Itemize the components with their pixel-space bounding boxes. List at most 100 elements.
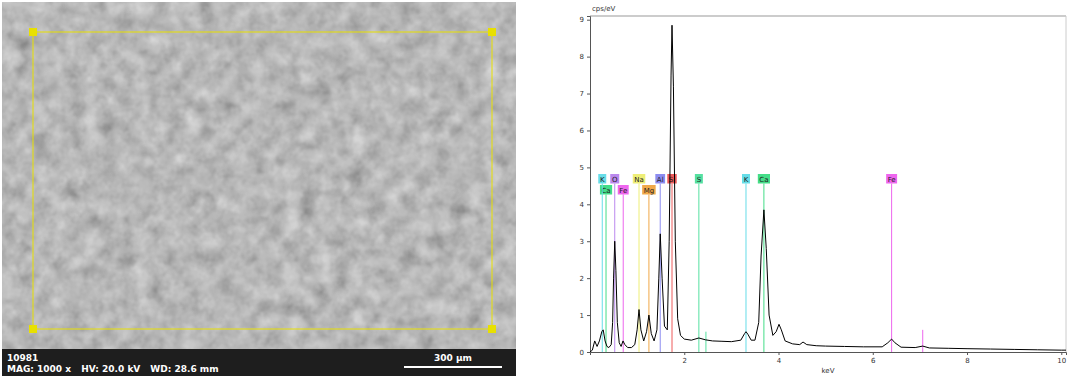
spectrum-ground (530, 2, 1069, 376)
marker-labels: KCaOFeNaMgAlSiSKCaFe (598, 174, 897, 195)
selection-handle (488, 28, 496, 36)
marker-line (672, 184, 673, 353)
image-id: 10981 (7, 353, 38, 363)
y-tick: 7 (580, 90, 590, 98)
scale-bar-label: 300 µm (434, 353, 472, 363)
y-tick-mark (587, 204, 590, 205)
y-tick: 6 (580, 127, 590, 135)
y-tick-label: 5 (580, 164, 584, 172)
x-tick: 2 (683, 352, 687, 365)
y-tick-mark (587, 94, 590, 95)
x-tick-label: 2 (683, 357, 687, 365)
x-tick: 6 (871, 352, 876, 365)
info-bar (2, 349, 516, 376)
y-tick-label: 1 (580, 312, 584, 320)
marker-line (763, 184, 764, 353)
frame-top (590, 16, 1066, 17)
y-tick-label: 3 (580, 238, 584, 246)
y-tick-label: 9 (580, 16, 584, 24)
x-tick-mark (1061, 352, 1062, 355)
x-tick: 8 (965, 352, 969, 365)
figure: 10981MAG: 1000 xHV: 20.0 kVWD: 28.6 mm30… (0, 0, 1071, 378)
spectrum-panel: 2468100123456789cps/eVkeVKCaOFeNaMgAlSiS… (530, 2, 1069, 376)
image-hv: HV: 20.0 kV (81, 364, 140, 374)
marker-label: Ca (759, 176, 768, 184)
y-tick: 3 (580, 238, 590, 246)
x-tick-label: 8 (965, 357, 969, 365)
minor-line (705, 332, 706, 352)
y-tick-label: 2 (580, 275, 584, 283)
micrograph-panel: 10981MAG: 1000 x HV: 20.0 kV WD: 28.6 mm 30… (2, 2, 516, 376)
x-tick-mark (967, 352, 968, 355)
marker-label: Mg (644, 187, 654, 195)
y-tick: 5 (580, 164, 590, 172)
y-tick: 1 (580, 312, 590, 320)
marker-label-box (695, 174, 703, 184)
selection-handle (488, 325, 496, 333)
marker-label-box (655, 174, 665, 184)
marker-label: K (600, 176, 605, 184)
marker-label: Al (657, 176, 664, 184)
micrograph-texture (2, 2, 516, 376)
plot-area (590, 25, 1066, 352)
marker-line (698, 184, 699, 353)
marker-line (891, 184, 892, 353)
micrograph-ground (2, 2, 516, 376)
y-tick-mark (587, 241, 590, 242)
y-tick-label: 8 (580, 53, 584, 61)
x-axis: 2 4 6 8 10 (591, 352, 1067, 365)
y-axis-title: cps/eV (592, 5, 616, 13)
marker-label: Na (634, 176, 644, 184)
x-tick-label: 4 (777, 357, 782, 365)
y-tick-mark (587, 167, 590, 168)
y-tick-label: 4 (580, 201, 585, 209)
y-axis-line (587, 17, 591, 353)
marker-line (606, 195, 607, 353)
y-tick-label: 6 (580, 127, 585, 135)
y-tick-mark (587, 130, 590, 131)
y-tick: 4 (580, 201, 590, 209)
marker-label: Fe (619, 187, 627, 195)
spectrum-line (590, 25, 1066, 352)
marker-label: Fe (888, 176, 896, 184)
marker-line (639, 184, 640, 353)
image-mag: MAG: 1000 x (7, 364, 71, 374)
marker-label-box (758, 174, 770, 184)
x-tick: 10 (1057, 352, 1066, 365)
x-tick-mark (873, 352, 874, 355)
marker-label: Ca (601, 187, 610, 195)
marker-label-box (618, 185, 629, 195)
selection-handle (29, 28, 37, 36)
marker-label: O (612, 176, 618, 184)
y-axis: 0 1 2 3 4 5 6 7 8 9 (580, 16, 591, 356)
marker-label-box (633, 174, 646, 184)
marker-label-box (667, 174, 676, 184)
scale-bar (404, 366, 502, 368)
x-tick-label: 10 (1057, 357, 1066, 365)
x-axis-line (591, 353, 1067, 356)
x-tick: 4 (777, 352, 782, 365)
marker-line (602, 184, 603, 353)
marker-label-box (642, 185, 655, 195)
y-tick-label: 0 (580, 349, 584, 357)
y-tick: 9 (580, 16, 590, 24)
x-tick-mark (779, 352, 780, 355)
marker-label-box (610, 174, 619, 184)
y-tick: 2 (580, 275, 590, 283)
y-tick: 8 (580, 53, 590, 61)
y-tick-label: 7 (580, 90, 584, 98)
minor-line (922, 330, 923, 352)
x-tick-mark (684, 352, 685, 355)
marker-label-box (598, 174, 606, 184)
marker-line (623, 195, 624, 353)
image-wd: WD: 28.6 mm (150, 364, 218, 374)
marker-label-box (742, 174, 750, 184)
x-tick-label: 6 (871, 357, 876, 365)
marker-label: K (744, 176, 749, 184)
y-tick-mark (587, 278, 590, 279)
marker-label-box (886, 174, 897, 184)
marker-line (648, 195, 649, 353)
selection-frame (33, 32, 492, 329)
marker-label: S (697, 176, 702, 184)
y-tick-mark (587, 20, 590, 21)
